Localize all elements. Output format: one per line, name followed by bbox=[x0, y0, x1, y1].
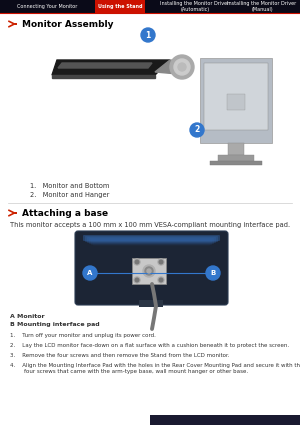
Polygon shape bbox=[52, 75, 155, 78]
Text: 2.   Monitor and Hanger: 2. Monitor and Hanger bbox=[30, 192, 110, 198]
Bar bbox=[139, 300, 163, 307]
Circle shape bbox=[158, 259, 164, 265]
Text: 2: 2 bbox=[194, 125, 200, 134]
Bar bbox=[228, 143, 244, 155]
Bar bbox=[132, 258, 166, 284]
Text: This monitor accepts a 100 mm x 100 mm VESA-compliant mounting interface pad.: This monitor accepts a 100 mm x 100 mm V… bbox=[10, 222, 290, 228]
Circle shape bbox=[134, 259, 140, 265]
Text: B Mounting interface pad: B Mounting interface pad bbox=[10, 322, 100, 327]
Polygon shape bbox=[52, 60, 170, 75]
Text: 4.    Align the Mounting Interface Pad with the holes in the Rear Cover Mounting: 4. Align the Mounting Interface Pad with… bbox=[10, 363, 300, 374]
Bar bbox=[210, 161, 262, 165]
Circle shape bbox=[159, 278, 163, 282]
Circle shape bbox=[83, 266, 97, 280]
Text: 1.    Turn off your monitor and unplug its power cord.: 1. Turn off your monitor and unplug its … bbox=[10, 333, 156, 338]
Bar bbox=[95, 0, 145, 13]
Bar bbox=[0, 0, 300, 13]
Text: 1: 1 bbox=[146, 31, 151, 40]
Text: Using the Stand: Using the Stand bbox=[98, 4, 142, 9]
Circle shape bbox=[178, 63, 186, 71]
Text: A: A bbox=[87, 270, 93, 276]
Polygon shape bbox=[155, 60, 190, 74]
Circle shape bbox=[135, 278, 139, 282]
Bar bbox=[200, 58, 272, 143]
Text: Attaching a base: Attaching a base bbox=[22, 209, 108, 218]
Circle shape bbox=[134, 277, 140, 283]
Text: A Monitor: A Monitor bbox=[10, 314, 45, 319]
Text: 3.    Remove the four screws and then remove the Stand from the LCD monitor.: 3. Remove the four screws and then remov… bbox=[10, 353, 230, 358]
FancyBboxPatch shape bbox=[83, 235, 220, 241]
Text: Installing the Monitor Driver
(Manual): Installing the Monitor Driver (Manual) bbox=[227, 1, 297, 12]
Text: Installing the Monitor Driver
(Automatic): Installing the Monitor Driver (Automatic… bbox=[160, 1, 230, 12]
Circle shape bbox=[174, 59, 190, 75]
FancyBboxPatch shape bbox=[85, 236, 218, 242]
Bar bbox=[150, 415, 300, 425]
Text: Connecting Your Monitor: Connecting Your Monitor bbox=[17, 4, 77, 9]
Circle shape bbox=[206, 266, 220, 280]
Bar bbox=[218, 155, 254, 162]
Text: Monitor Assembly: Monitor Assembly bbox=[22, 20, 113, 28]
Circle shape bbox=[190, 123, 204, 137]
FancyBboxPatch shape bbox=[87, 237, 216, 243]
Circle shape bbox=[141, 28, 155, 42]
Circle shape bbox=[145, 267, 153, 275]
Circle shape bbox=[170, 55, 194, 79]
FancyBboxPatch shape bbox=[91, 239, 212, 245]
Circle shape bbox=[143, 265, 155, 277]
Text: 1.   Monitor and Bottom: 1. Monitor and Bottom bbox=[30, 183, 110, 189]
Circle shape bbox=[158, 277, 164, 283]
Text: B: B bbox=[210, 270, 216, 276]
FancyBboxPatch shape bbox=[75, 231, 228, 305]
Circle shape bbox=[135, 260, 139, 264]
Bar bbox=[227, 94, 245, 110]
Polygon shape bbox=[58, 63, 152, 68]
Text: 2.    Lay the LCD monitor face-down on a flat surface with a cushion beneath it : 2. Lay the LCD monitor face-down on a fl… bbox=[10, 343, 289, 348]
Bar bbox=[204, 63, 268, 130]
FancyBboxPatch shape bbox=[89, 238, 214, 244]
Circle shape bbox=[147, 269, 151, 273]
Circle shape bbox=[159, 260, 163, 264]
